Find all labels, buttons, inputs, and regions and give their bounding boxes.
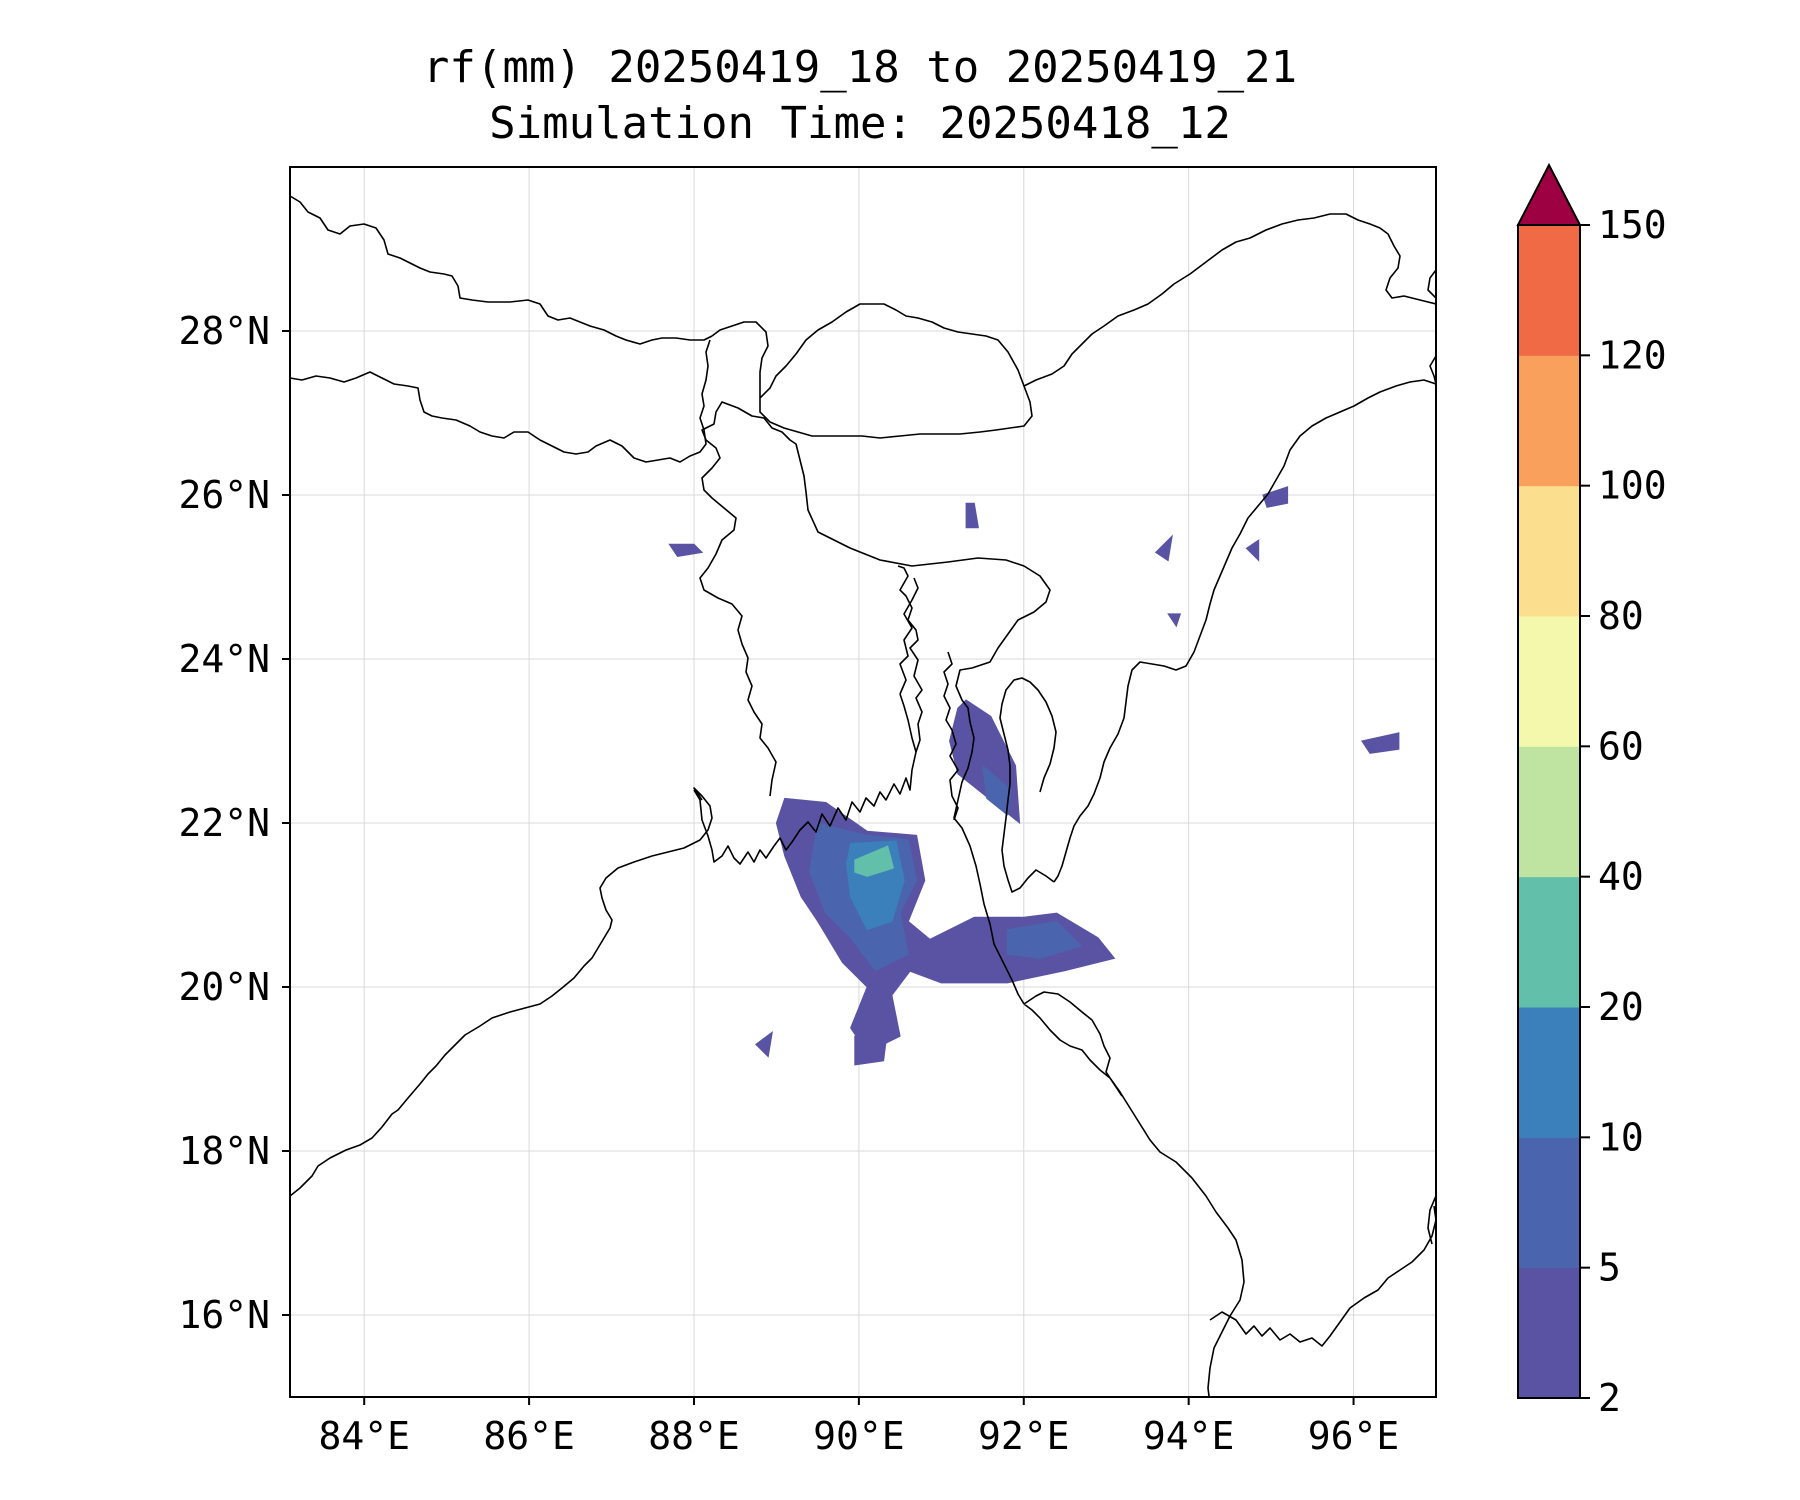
lat-tick-label: 18°N bbox=[178, 1129, 270, 1173]
precip-region-nepal-terai bbox=[668, 543, 704, 558]
precip-region-assam-speck bbox=[1154, 534, 1173, 562]
coastlines-and-borders bbox=[290, 195, 1436, 1397]
lat-tick-label: 20°N bbox=[178, 965, 270, 1009]
precip-region-bay-peak bbox=[854, 845, 895, 877]
colorbar-tick-label: 100 bbox=[1598, 464, 1667, 508]
precip-region-arunachal-east bbox=[1262, 486, 1289, 508]
colorbar-tick-label: 150 bbox=[1598, 203, 1667, 247]
precip-region-arakan-core bbox=[1006, 920, 1083, 959]
colorbar-tick-label: 80 bbox=[1598, 594, 1644, 638]
lon-tick-label: 94°E bbox=[1143, 1414, 1235, 1458]
colorbar-tick-label: 40 bbox=[1598, 855, 1644, 899]
india-east-coastline bbox=[290, 787, 713, 1197]
colorbar-segment bbox=[1518, 1137, 1580, 1269]
precip-region-manipur-speck bbox=[1167, 613, 1182, 628]
lon-tick-label: 92°E bbox=[978, 1414, 1070, 1458]
lat-tick-label: 26°N bbox=[178, 473, 270, 517]
bangladesh-coastline bbox=[897, 565, 959, 821]
map-title: rf(mm) 20250419_18 to 20250419_21 bbox=[423, 42, 1297, 93]
colorbar-segment bbox=[1518, 876, 1580, 1008]
colorbar-tick-label: 20 bbox=[1598, 985, 1644, 1029]
sundarbans-coast bbox=[693, 693, 917, 865]
colorbar-tick-label: 60 bbox=[1598, 724, 1644, 768]
longitude-axis: 84°E 86°E 88°E 90°E 92°E 94°E 96°E bbox=[318, 1397, 1399, 1458]
latitude-axis: 16°N 18°N 20°N 22°N 24°N 26°N 28°N bbox=[178, 309, 290, 1337]
colorbar-segment bbox=[1518, 355, 1580, 487]
lat-tick-label: 24°N bbox=[178, 637, 270, 681]
colorbar-tick-label: 120 bbox=[1598, 333, 1667, 377]
colorbar-segment bbox=[1518, 616, 1580, 747]
sikkim-border bbox=[711, 321, 769, 398]
precip-region-nagaland-speck bbox=[1245, 539, 1260, 562]
colorbar-segment bbox=[1518, 746, 1580, 878]
myanmar-south-coast bbox=[1209, 1205, 1436, 1347]
colorbar-segment bbox=[1518, 485, 1580, 617]
lat-tick-label: 16°N bbox=[178, 1293, 270, 1337]
bhutan-border bbox=[759, 303, 1033, 439]
colorbar-tick-label: 2 bbox=[1598, 1376, 1621, 1420]
map-frame bbox=[289, 166, 1437, 1398]
lon-tick-label: 86°E bbox=[483, 1414, 575, 1458]
colorbar-segment bbox=[1518, 225, 1580, 356]
colorbar-tick-label: 10 bbox=[1598, 1115, 1644, 1159]
lon-tick-label: 84°E bbox=[318, 1414, 410, 1458]
mizoram-border bbox=[999, 677, 1057, 893]
lon-tick-label: 90°E bbox=[813, 1414, 905, 1458]
nepal-south-border bbox=[290, 339, 711, 463]
colorbar: 2 5 10 20 40 60 80 100 120 150 bbox=[1516, 162, 1667, 1420]
precip-region-bay-south-blob bbox=[854, 1027, 889, 1066]
precipitation-field bbox=[668, 486, 1400, 1066]
lon-tick-label: 96°E bbox=[1308, 1414, 1400, 1458]
lat-tick-label: 22°N bbox=[178, 801, 270, 845]
colorbar-tick-label: 5 bbox=[1598, 1246, 1621, 1290]
arunachal-north-border bbox=[1023, 213, 1436, 387]
india-myanmar-border bbox=[1053, 379, 1436, 883]
lat-tick-label: 28°N bbox=[178, 309, 270, 353]
map-background bbox=[290, 167, 1436, 1397]
precip-region-chittagong-core bbox=[981, 764, 1012, 816]
colorbar-extend-arrow bbox=[1516, 162, 1582, 226]
myanmar-coastline bbox=[1023, 991, 1245, 1397]
colorbar-frame bbox=[1517, 224, 1581, 1399]
precip-region-myanmar-east bbox=[1360, 732, 1400, 754]
india-bangladesh-west-border bbox=[699, 401, 1051, 1005]
precip-region-west-bay-speck bbox=[755, 1030, 773, 1058]
lon-tick-label: 88°E bbox=[648, 1414, 740, 1458]
graticule bbox=[290, 167, 1436, 1397]
colorbar-segment bbox=[1518, 1267, 1580, 1399]
map-subtitle: Simulation Time: 20250418_12 bbox=[489, 98, 1231, 149]
colorbar-segment bbox=[1518, 1007, 1580, 1138]
myanmar-far-coast bbox=[1427, 1195, 1436, 1245]
precip-region-meghalaya bbox=[965, 502, 979, 529]
nepal-north-border bbox=[290, 195, 713, 345]
